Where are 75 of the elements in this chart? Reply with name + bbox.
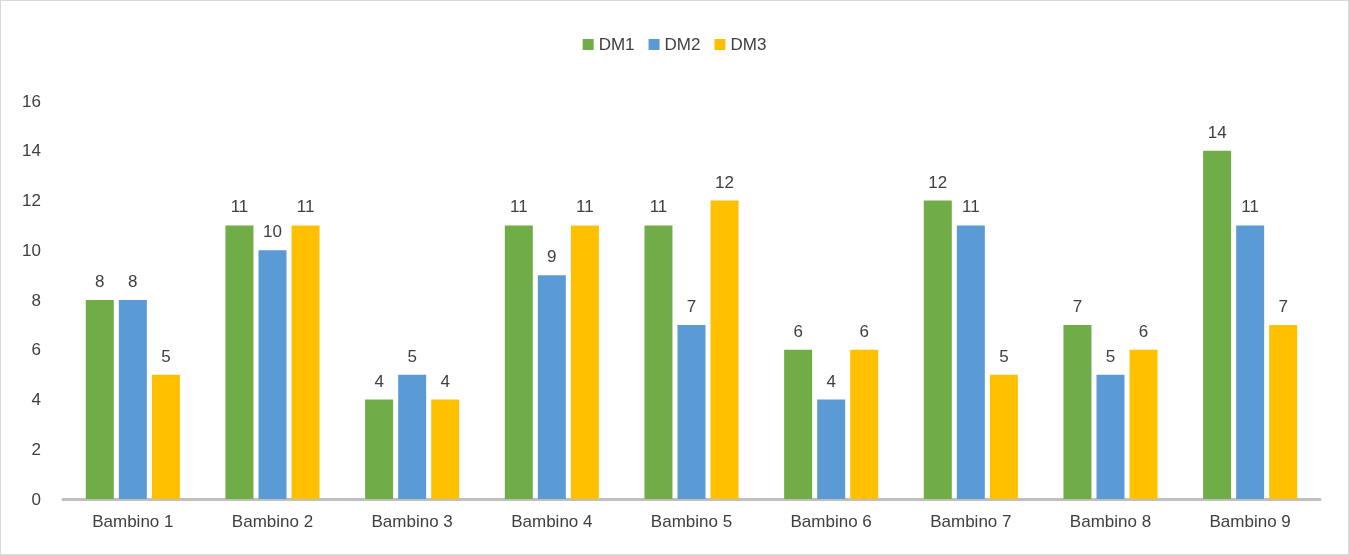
x-tick-label: Bambino 4 <box>511 512 593 531</box>
legend-label: DM3 <box>730 35 767 54</box>
x-tick-label: Bambino 3 <box>371 512 453 531</box>
y-tick-label: 0 <box>31 489 41 509</box>
data-label: 11 <box>509 197 528 217</box>
data-label: 7 <box>1278 296 1288 316</box>
data-label: 11 <box>1241 197 1259 217</box>
y-tick-label: 14 <box>22 141 41 161</box>
data-label: 7 <box>1072 296 1083 316</box>
data-label: 11 <box>649 197 668 217</box>
data-label: 11 <box>576 197 594 217</box>
bar <box>817 399 846 499</box>
bar <box>118 300 147 499</box>
bar <box>258 250 287 499</box>
legend-label: DM1 <box>598 35 635 54</box>
x-tick-label: Bambino 5 <box>650 512 733 531</box>
y-tick-label: 4 <box>31 390 41 409</box>
bar <box>1063 324 1092 499</box>
x-tick-label: Bambino 6 <box>790 512 872 531</box>
data-label: 4 <box>440 371 450 391</box>
data-label: 8 <box>128 272 138 291</box>
bar <box>1129 349 1158 499</box>
bar <box>151 374 180 499</box>
y-tick-label: 8 <box>31 290 41 310</box>
data-label: 8 <box>95 272 105 291</box>
data-label: 6 <box>859 321 869 341</box>
x-tick-label: Bambino 8 <box>1069 512 1152 531</box>
bar <box>398 374 427 499</box>
y-tick-label: 16 <box>22 91 41 111</box>
data-label: 9 <box>547 247 557 267</box>
data-label: 10 <box>263 222 282 242</box>
bar <box>644 225 673 499</box>
data-label: 5 <box>1105 346 1116 366</box>
data-label: 12 <box>715 172 734 192</box>
bar <box>537 275 566 499</box>
data-label: 5 <box>407 346 417 366</box>
bar <box>1269 324 1298 499</box>
y-tick-label: 2 <box>31 439 41 459</box>
bar <box>989 374 1018 499</box>
data-label: 14 <box>1207 122 1227 142</box>
data-label: 5 <box>161 346 171 366</box>
bar <box>1236 225 1265 499</box>
bar <box>850 349 879 499</box>
bar <box>291 225 320 499</box>
bar <box>504 225 533 499</box>
bar <box>923 200 952 499</box>
bar <box>1203 150 1232 499</box>
bar <box>570 225 599 499</box>
y-tick-label: 6 <box>31 340 41 360</box>
bar <box>710 200 739 499</box>
data-label: 12 <box>928 172 948 192</box>
data-label: 6 <box>1138 321 1149 341</box>
legend-label: DM2 <box>664 35 701 54</box>
x-tick-label: Bambino 9 <box>1209 512 1291 531</box>
bar <box>784 349 813 499</box>
bar <box>677 324 706 499</box>
x-tick-label: Bambino 7 <box>930 512 1012 531</box>
bar <box>225 225 254 499</box>
data-label: 11 <box>230 197 249 217</box>
data-label: 6 <box>793 321 803 341</box>
y-tick-label: 10 <box>22 240 41 260</box>
data-label: 11 <box>962 197 980 217</box>
bar <box>956 225 985 499</box>
y-tick-label: 12 <box>22 191 41 210</box>
bar <box>365 399 394 499</box>
data-label: 7 <box>686 296 697 316</box>
bar <box>431 399 460 499</box>
data-label: 4 <box>374 371 384 391</box>
bar <box>85 300 114 499</box>
x-tick-label: Bambino 2 <box>231 512 314 531</box>
bar <box>1096 374 1125 499</box>
data-label: 4 <box>826 371 836 391</box>
data-label: 11 <box>296 197 315 217</box>
x-tick-label: Bambino 1 <box>92 512 174 531</box>
data-label: 5 <box>999 346 1009 366</box>
